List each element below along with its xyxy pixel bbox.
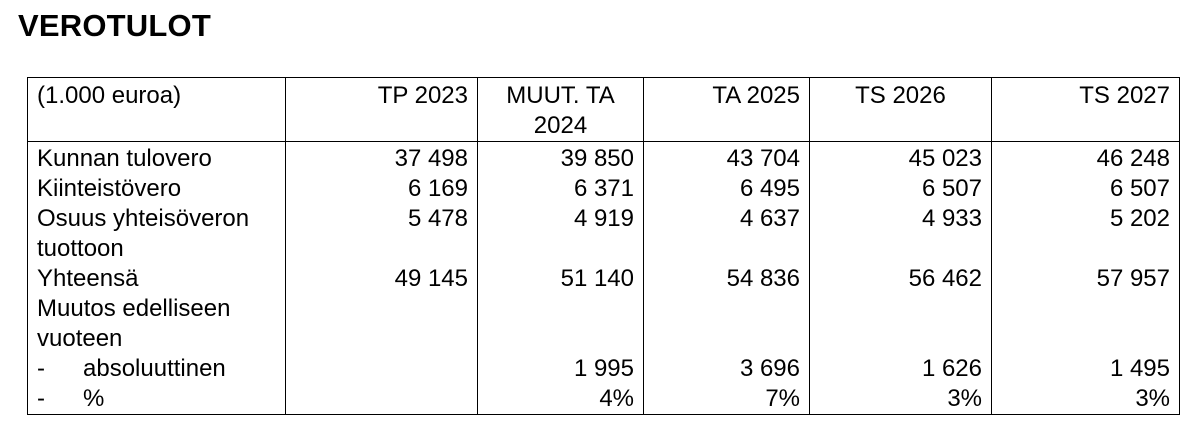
row-label: Osuus yhteisöveron tuottoon [27, 204, 286, 264]
table-cell: 6 169 [285, 174, 478, 204]
table-cell: 43 704 [643, 141, 810, 174]
unit-label: (1.000 euroa) [27, 77, 286, 142]
table-cell: 6 495 [643, 174, 810, 204]
table-cell: 51 140 [477, 264, 644, 294]
table-row: Kunnan tulovero 37 498 39 850 43 704 45 … [27, 141, 1180, 174]
table-row: Muutos edelliseen vuoteen [27, 294, 1180, 354]
table-cell: 6 371 [477, 174, 644, 204]
column-header-ta2025: TA 2025 [643, 77, 810, 142]
table-cell: 4 933 [809, 204, 992, 264]
column-header-ts2026: TS 2026 [809, 77, 992, 142]
table-cell [477, 294, 644, 354]
table-cell: 37 498 [285, 141, 478, 174]
table-cell: 56 462 [809, 264, 992, 294]
table-cell: 3 696 [643, 354, 810, 384]
table-row: -% 4% 7% 3% 3% [27, 384, 1180, 415]
table-cell: 1 995 [477, 354, 644, 384]
table-cell: 3% [991, 384, 1180, 415]
column-header-ts2027: TS 2027 [991, 77, 1180, 142]
row-prefix: - [37, 385, 45, 412]
row-prefix: - [37, 355, 45, 382]
table-cell: 4% [477, 384, 644, 415]
table-cell: 39 850 [477, 141, 644, 174]
table-cell [643, 294, 810, 354]
table-cell: 1 626 [809, 354, 992, 384]
table-cell: 45 023 [809, 141, 992, 174]
table-cell [991, 294, 1180, 354]
row-label-cell: - absoluuttinen [27, 354, 286, 384]
column-header-muut-ta2024: MUUT. TA 2024 [477, 77, 644, 142]
row-label: % [83, 385, 105, 412]
row-label: Yhteensä [27, 264, 286, 294]
row-label: absoluuttinen [83, 355, 226, 382]
tax-revenue-table: (1.000 euroa) TP 2023 MUUT. TA 2024 TA 2… [27, 77, 1180, 415]
table-cell [285, 354, 478, 384]
table-cell: 6 507 [809, 174, 992, 204]
table-cell: 54 836 [643, 264, 810, 294]
table-row-total: Yhteensä 49 145 51 140 54 836 56 462 57 … [27, 264, 1180, 294]
table-cell [285, 384, 478, 415]
table-header-row: (1.000 euroa) TP 2023 MUUT. TA 2024 TA 2… [27, 77, 1180, 142]
table-cell [809, 294, 992, 354]
row-label-cell: -% [27, 384, 286, 415]
page-title: VEROTULOT [18, 8, 211, 43]
table-cell: 49 145 [285, 264, 478, 294]
row-label: Kunnan tulovero [27, 141, 286, 174]
table-row: Osuus yhteisöveron tuottoon 5 478 4 919 … [27, 204, 1180, 264]
table-cell: 46 248 [991, 141, 1180, 174]
table-cell: 5 478 [285, 204, 478, 264]
table-cell: 6 507 [991, 174, 1180, 204]
table-cell: 4 919 [477, 204, 644, 264]
row-label: Kiinteistövero [27, 174, 286, 204]
table-cell: 57 957 [991, 264, 1180, 294]
table-cell: 5 202 [991, 204, 1180, 264]
table-row: - absoluuttinen 1 995 3 696 1 626 1 495 [27, 354, 1180, 384]
table-cell: 7% [643, 384, 810, 415]
column-header-tp2023: TP 2023 [285, 77, 478, 142]
table-cell: 4 637 [643, 204, 810, 264]
table-cell: 1 495 [991, 354, 1180, 384]
table-row: Kiinteistövero 6 169 6 371 6 495 6 507 6… [27, 174, 1180, 204]
row-label: Muutos edelliseen vuoteen [27, 294, 286, 354]
table-cell: 3% [809, 384, 992, 415]
table-cell [285, 294, 478, 354]
